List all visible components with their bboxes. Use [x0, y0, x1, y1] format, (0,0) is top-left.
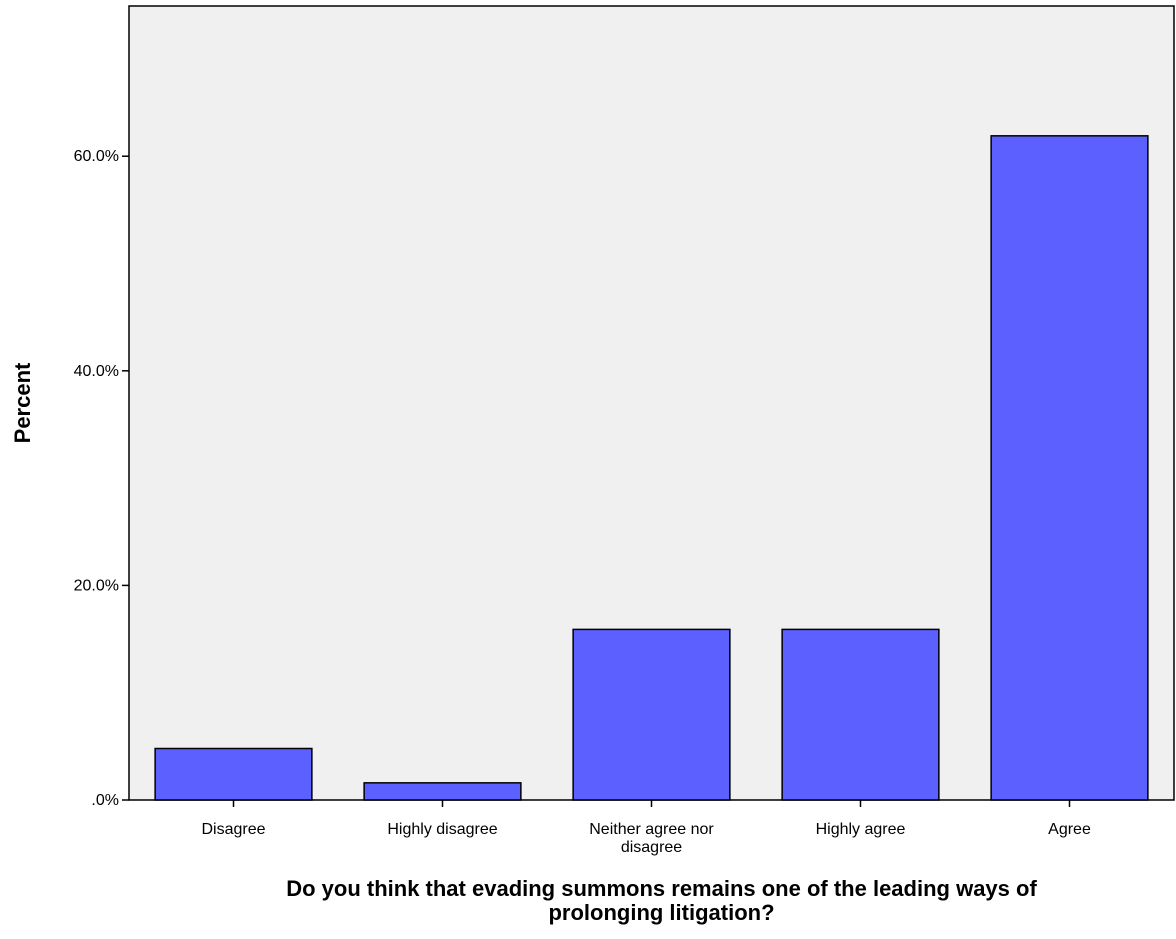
bar-3 [781, 628, 940, 801]
y-tick-label: 40.0% [74, 363, 119, 380]
bars-group [154, 135, 1149, 801]
bar-4 [990, 135, 1149, 801]
bar-1 [363, 782, 522, 801]
y-axis: .0% 20.0% 40.0% 60.0% [74, 148, 129, 809]
x-tick-label: Disagree [201, 821, 265, 838]
y-axis-title: Percent [10, 362, 35, 443]
bar-2 [572, 628, 731, 801]
bar-0 [154, 747, 313, 801]
x-tick-label: Highly disagree [387, 821, 497, 838]
x-axis-title: Do you think that evading summons remain… [286, 876, 1037, 925]
y-tick-label: 20.0% [74, 577, 119, 594]
y-tick-label: .0% [91, 792, 119, 809]
x-tick-label: Highly agree [816, 821, 906, 838]
x-axis: Disagree Highly disagree Neither agree nor… [201, 800, 1091, 856]
y-tick-label: 60.0% [74, 148, 119, 165]
x-tick-label: Neither agree nor disagree [589, 821, 714, 856]
x-tick-label: Agree [1048, 821, 1091, 838]
